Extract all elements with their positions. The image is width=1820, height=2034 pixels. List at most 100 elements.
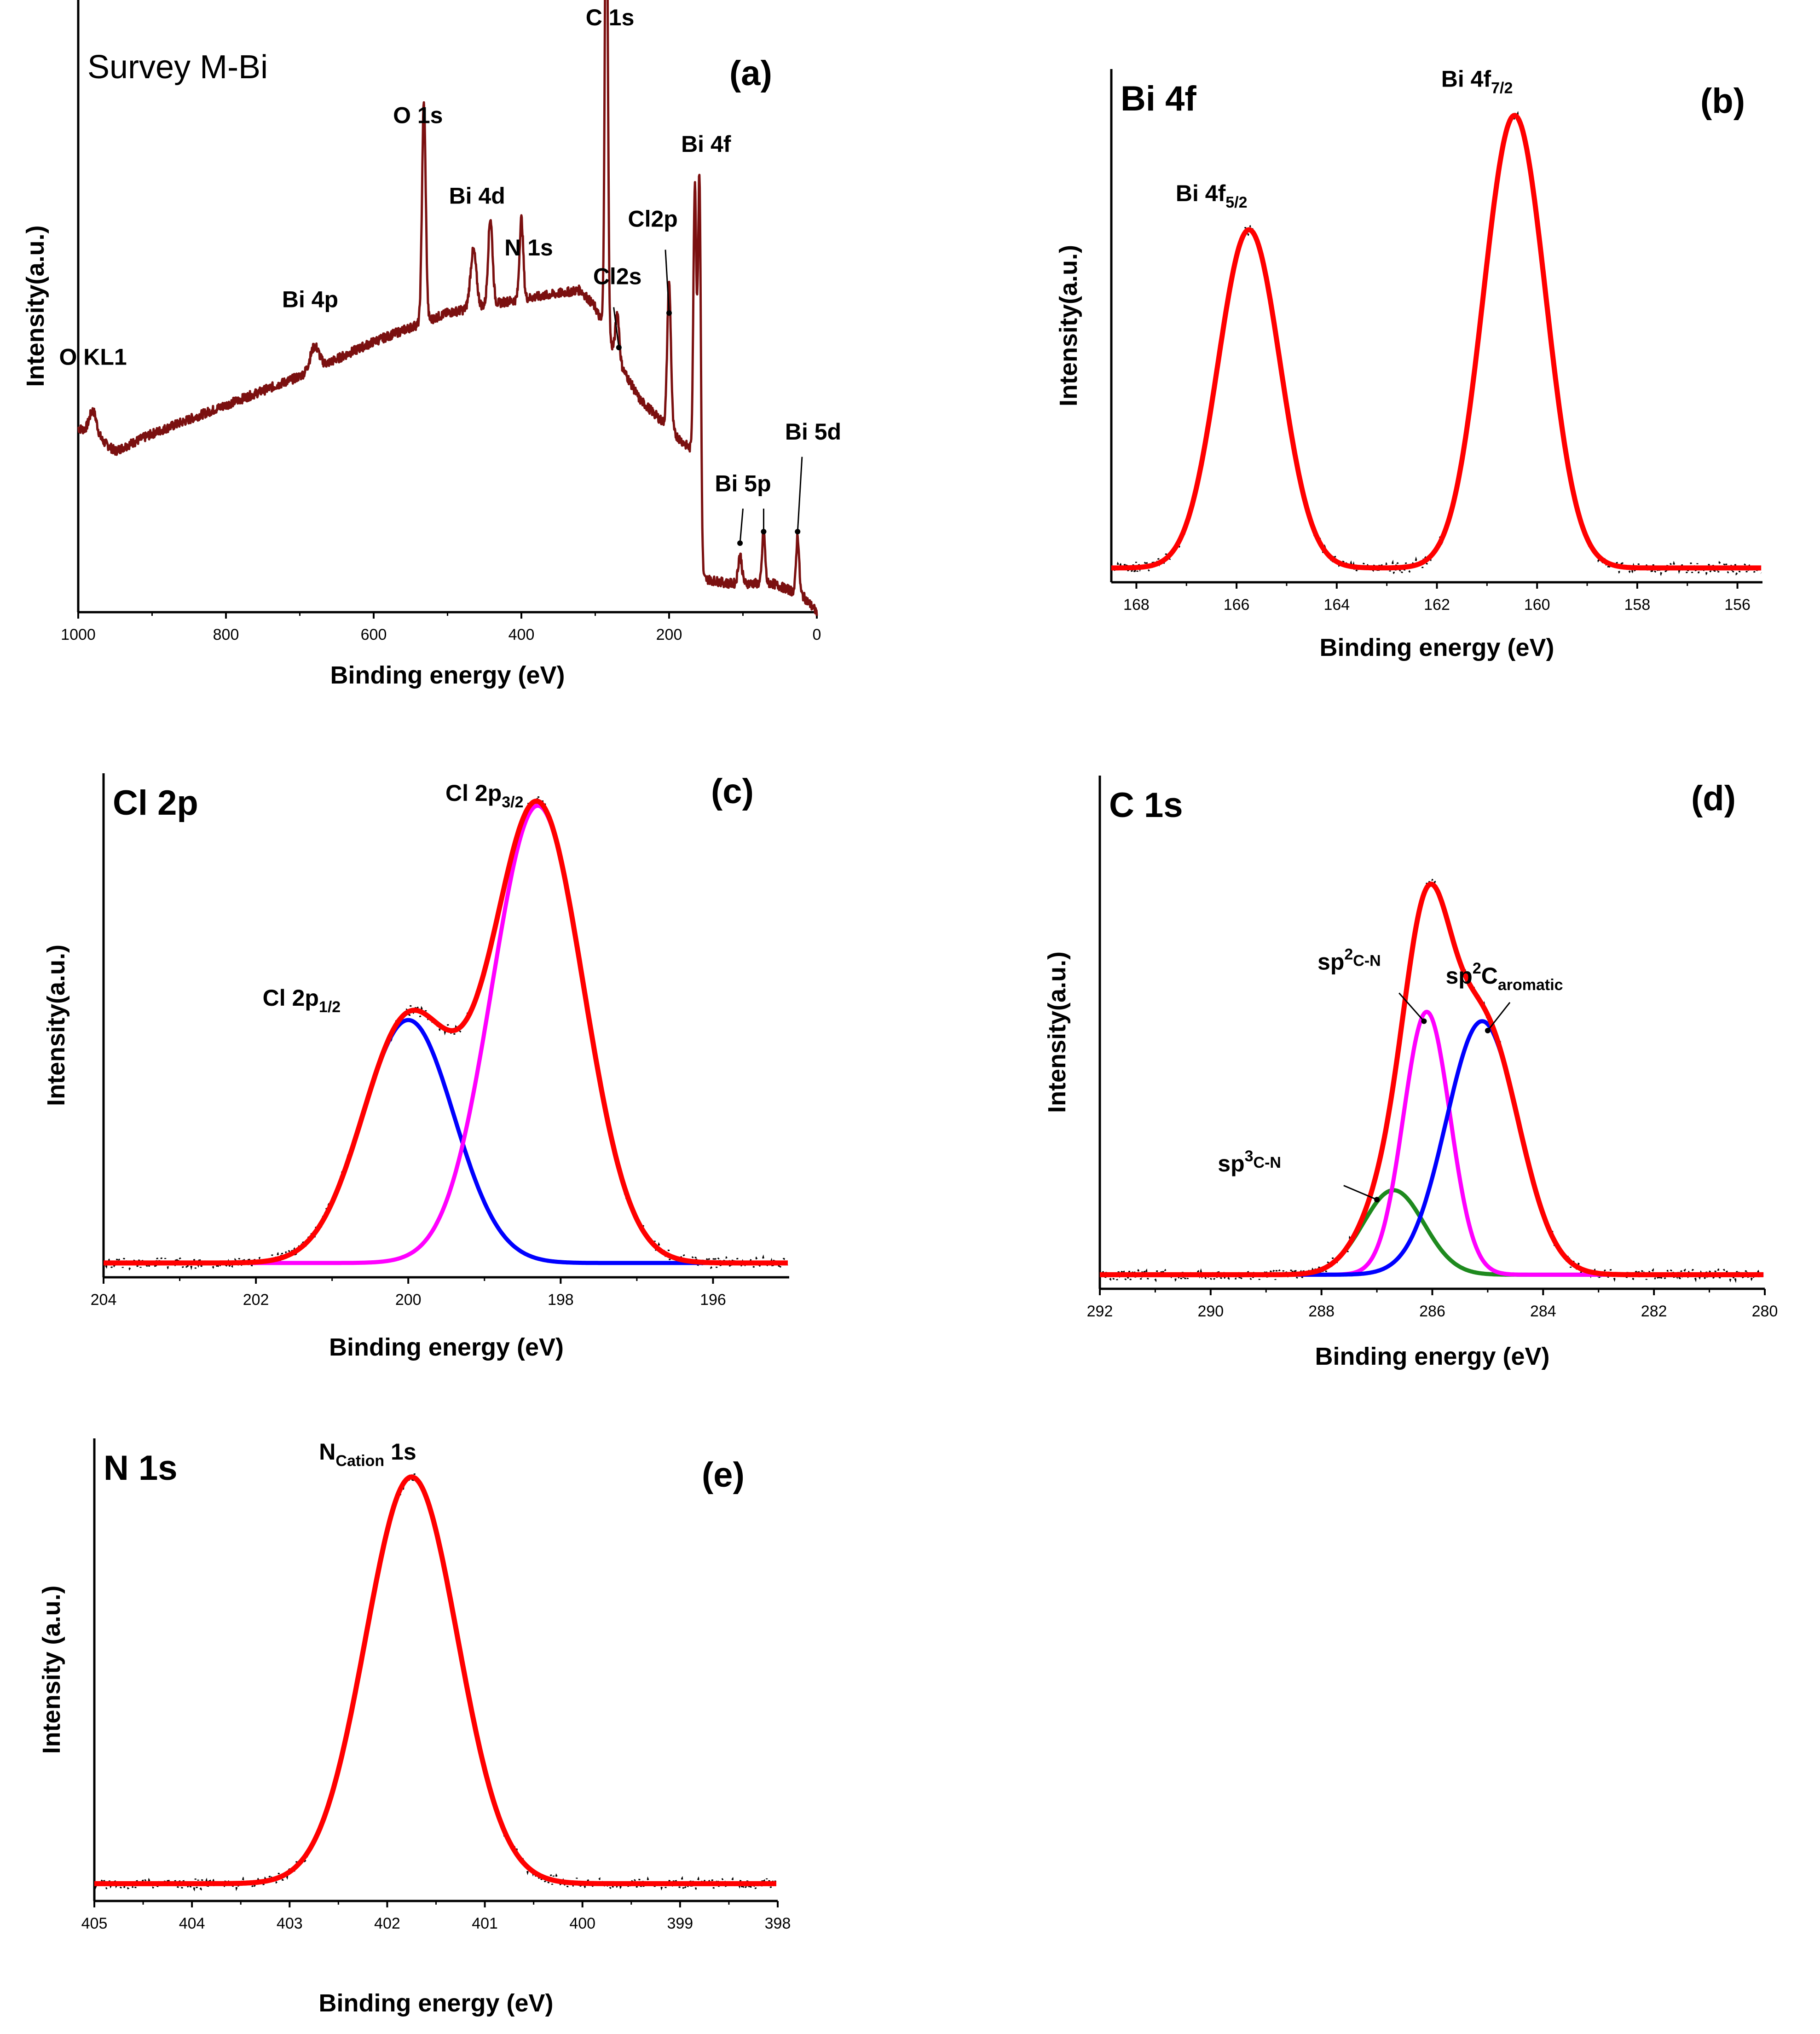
y-axis-title: Intensity(a.u.) <box>22 225 49 387</box>
panel-c: 204 202 200 198 196 Binding energy (eV) Intens… <box>42 772 789 1361</box>
arrow-head <box>616 345 622 350</box>
arrow-head <box>761 529 767 534</box>
peak-label: Bi 4f <box>681 131 731 157</box>
x-tick-label: 158 <box>1624 596 1651 614</box>
annotation-arrow <box>1343 1185 1377 1200</box>
peak-label: Bi 5p <box>715 471 771 497</box>
x-tick-label: 162 <box>1424 596 1450 614</box>
x-tick-label: 202 <box>243 1291 269 1309</box>
x-tick-label: 168 <box>1123 596 1150 614</box>
panel-tag: (a) <box>729 54 772 93</box>
survey-spectrum-line <box>77 0 818 616</box>
panel-title: Bi 4f <box>1121 79 1196 118</box>
panel-tag: (d) <box>1691 779 1736 818</box>
peak-label: NCation 1s <box>319 1439 416 1470</box>
x-tick-label: 401 <box>472 1915 498 1932</box>
arrow-head <box>737 540 743 546</box>
x-tick-label: 286 <box>1419 1303 1445 1320</box>
x-tick-label: 160 <box>1524 596 1550 614</box>
x-tick-label: 600 <box>361 626 387 643</box>
x-tick-label: 200 <box>395 1291 422 1309</box>
peak-label: Cl2p <box>628 206 678 232</box>
x-tick-label: 403 <box>277 1915 303 1932</box>
peak-label: C 1s <box>586 5 635 30</box>
fit-line-envelope <box>1110 113 1762 571</box>
panel-d: 292 290 288 286 284 282 280 Binding energy (eV)… <box>1043 776 1778 1370</box>
x-tick-label: 398 <box>765 1915 791 1932</box>
arrow-head <box>795 529 801 534</box>
peak-label: Cl 2p1/2 <box>263 985 341 1016</box>
x-tick-label: 204 <box>91 1291 117 1309</box>
x-tick-label: 282 <box>1641 1303 1667 1320</box>
peak-label: Cl2s <box>593 264 642 290</box>
x-tick-label: 402 <box>374 1915 400 1932</box>
peak-label: Bi 5d <box>785 419 841 445</box>
x-axis-title: Binding energy (eV) <box>330 661 565 689</box>
peak-label: O KL1 <box>59 344 127 370</box>
x-tick-label: 164 <box>1323 596 1350 614</box>
x-tick-label: 156 <box>1724 596 1751 614</box>
y-axis-title: Intensity (a.u.) <box>38 1585 65 1754</box>
x-tick-label: 284 <box>1530 1303 1556 1320</box>
peak-label: Bi 4p <box>282 287 338 313</box>
x-tick-label: 290 <box>1197 1303 1224 1320</box>
peak-label: Bi 4f5/2 <box>1176 180 1248 211</box>
panel-a: 1000 800 600 400 200 0 Binding energy (eV) Inte… <box>22 0 841 689</box>
annotation-arrow <box>664 249 670 313</box>
x-tick-label: 400 <box>508 626 535 643</box>
fit-line-sp3-c-n <box>1099 1188 1764 1277</box>
y-axis-title: Intensity(a.u.) <box>1055 245 1082 406</box>
panel-title: N 1s <box>104 1449 178 1488</box>
x-tick-label: 166 <box>1224 596 1250 614</box>
panel-tag: (c) <box>711 772 754 811</box>
x-tick-label: 0 <box>813 626 821 643</box>
x-axis-title: Binding energy (eV) <box>1319 634 1554 661</box>
x-tick-label: 800 <box>213 626 239 643</box>
x-tick-label: 196 <box>700 1291 726 1309</box>
annotation-arrow <box>739 508 744 544</box>
peak-label: sp2Caromatic <box>1445 960 1563 994</box>
x-tick-label: 404 <box>179 1915 205 1932</box>
panel-e: 405 404 403 402 401 400 399 398 Binding energy (… <box>38 1438 791 2017</box>
arrow-head <box>1421 1018 1427 1024</box>
fit-line-cl-2p1-2 <box>103 1018 789 1265</box>
peak-label: Cl 2p3/2 <box>445 780 524 811</box>
raw-data-dots <box>93 1472 777 1892</box>
x-tick-label: 200 <box>656 626 682 643</box>
peak-label: O 1s <box>393 103 443 128</box>
arrow-head <box>666 310 672 316</box>
x-tick-label: 292 <box>1087 1303 1113 1320</box>
x-axis-title: Binding energy (eV) <box>1315 1343 1549 1370</box>
arrow-head <box>1374 1197 1380 1203</box>
annotation-arrow <box>613 307 620 348</box>
panel-b: 168 166 164 162 160 158 156 Binding energy (eV)… <box>1055 66 1762 661</box>
panel-title: Cl 2p <box>113 783 198 823</box>
x-tick-label: 399 <box>667 1915 693 1932</box>
panel-tag: (e) <box>702 1455 745 1495</box>
fit-line-envelope <box>102 799 789 1266</box>
peak-label: Bi 4d <box>449 183 505 209</box>
x-axis-title: Binding energy (eV) <box>318 1989 553 2017</box>
fit-line-envelope <box>1098 881 1765 1277</box>
x-tick-label: 400 <box>569 1915 595 1932</box>
peak-label: sp2C-N <box>1317 945 1381 974</box>
x-tick-label: 288 <box>1308 1303 1335 1320</box>
panel-tag: (b) <box>1700 81 1745 121</box>
raw-data-dots <box>1099 878 1764 1283</box>
annotation-arrow <box>797 457 803 532</box>
y-axis-title: Intensity(a.u.) <box>1043 951 1071 1113</box>
y-axis-title: Intensity(a.u.) <box>42 945 70 1106</box>
x-tick-label: 280 <box>1752 1303 1778 1320</box>
x-tick-label: 405 <box>81 1915 108 1932</box>
x-tick-label: 1000 <box>61 626 96 643</box>
fit-line-envelope <box>93 1474 778 1886</box>
x-axis-title: Binding energy (eV) <box>329 1333 564 1361</box>
arrow-head <box>1485 1028 1491 1033</box>
peak-label: N 1s <box>504 235 553 261</box>
annotation-arrow <box>1398 992 1425 1022</box>
peak-label: sp3C-N <box>1218 1147 1281 1176</box>
panel-title: Survey M-Bi <box>87 49 268 86</box>
annotation-arrow <box>1487 1002 1511 1031</box>
panel-title: C 1s <box>1109 786 1183 825</box>
